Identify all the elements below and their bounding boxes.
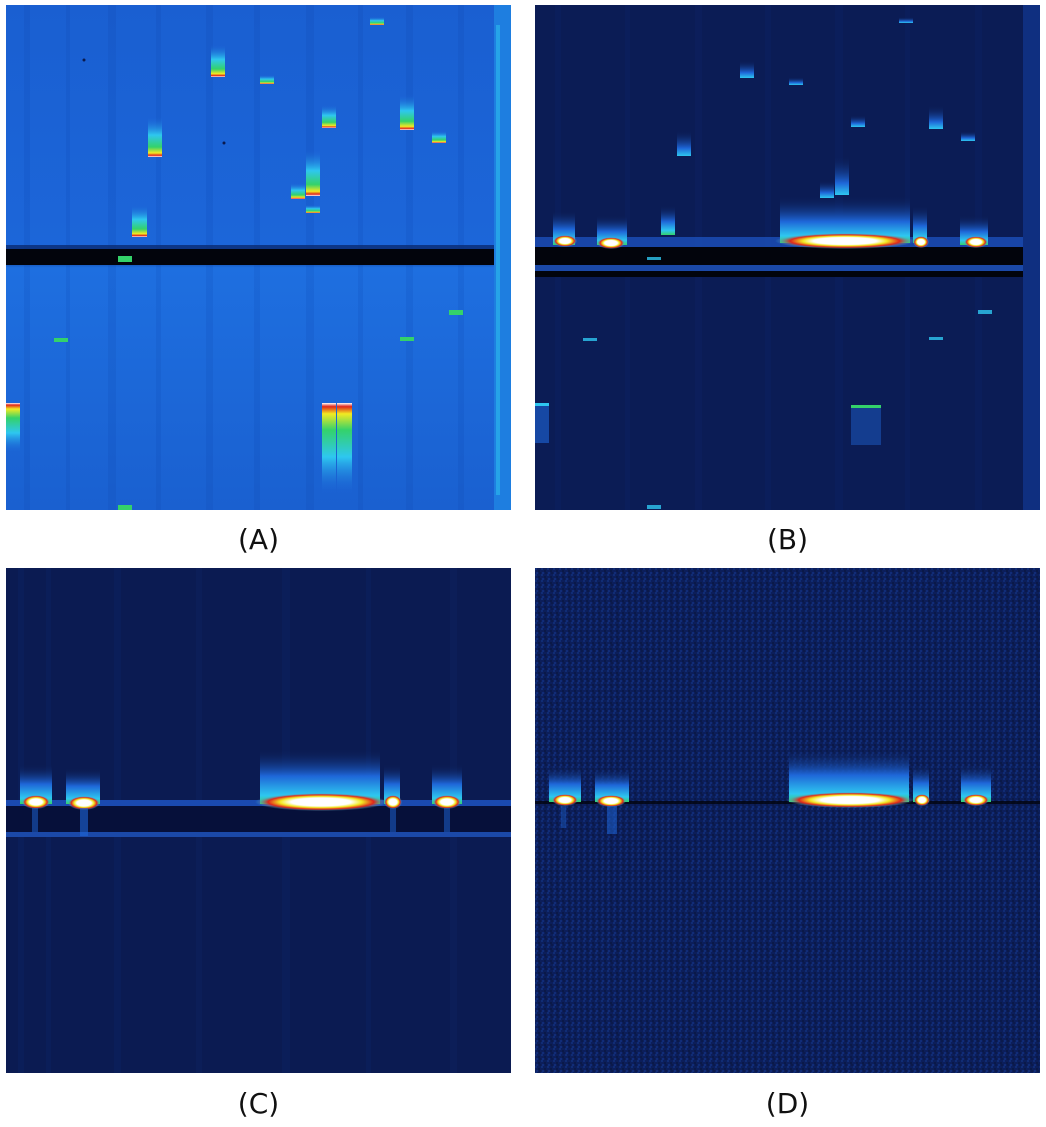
- caption-a: (A): [237, 523, 279, 556]
- caption-c: (C): [237, 1087, 280, 1120]
- panel-b-image: [535, 5, 1040, 510]
- caption-d: (D): [765, 1087, 810, 1120]
- panel-d-image: [535, 568, 1040, 1073]
- caption-b: (B): [766, 523, 809, 556]
- panel-c-image: [6, 568, 511, 1073]
- panel-a-image: [6, 5, 511, 510]
